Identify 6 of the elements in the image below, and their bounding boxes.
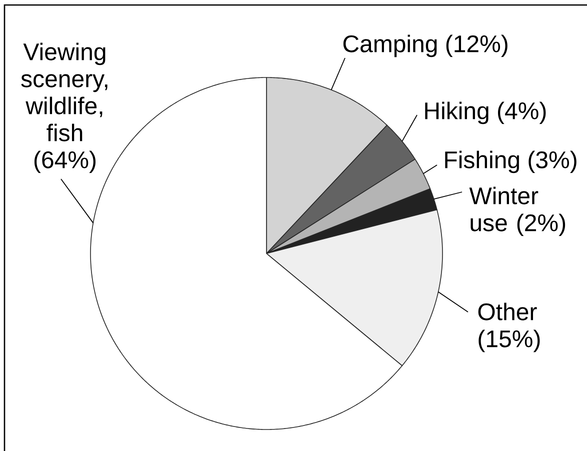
slice-label: Other (15%) <box>478 302 540 352</box>
slice-label: Winter use (2%) <box>469 186 566 236</box>
slice-label: Camping (12%) <box>343 34 508 58</box>
slice-label: Fishing (3%) <box>445 150 576 174</box>
slice-label: Hiking (4%) <box>425 102 546 124</box>
slice-label: Viewing scenery, wildlife, fish (64%) <box>21 42 108 174</box>
